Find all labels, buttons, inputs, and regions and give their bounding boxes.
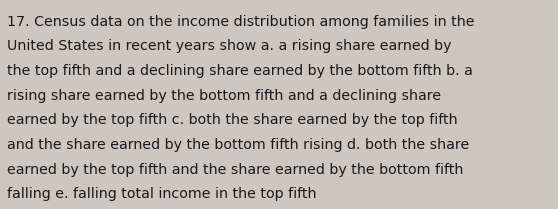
- Text: the top fifth and a declining share earned by the bottom fifth b. a: the top fifth and a declining share earn…: [7, 64, 473, 78]
- Text: earned by the top fifth and the share earned by the bottom fifth: earned by the top fifth and the share ea…: [7, 163, 464, 177]
- Text: earned by the top fifth c. both the share earned by the top fifth: earned by the top fifth c. both the shar…: [7, 113, 458, 127]
- Text: rising share earned by the bottom fifth and a declining share: rising share earned by the bottom fifth …: [7, 89, 441, 103]
- Text: and the share earned by the bottom fifth rising d. both the share: and the share earned by the bottom fifth…: [7, 138, 469, 152]
- Text: 17. Census data on the income distribution among families in the: 17. Census data on the income distributi…: [7, 15, 475, 29]
- Text: United States in recent years show a. a rising share earned by: United States in recent years show a. a …: [7, 39, 452, 53]
- Text: falling e. falling total income in the top fifth: falling e. falling total income in the t…: [7, 187, 317, 201]
